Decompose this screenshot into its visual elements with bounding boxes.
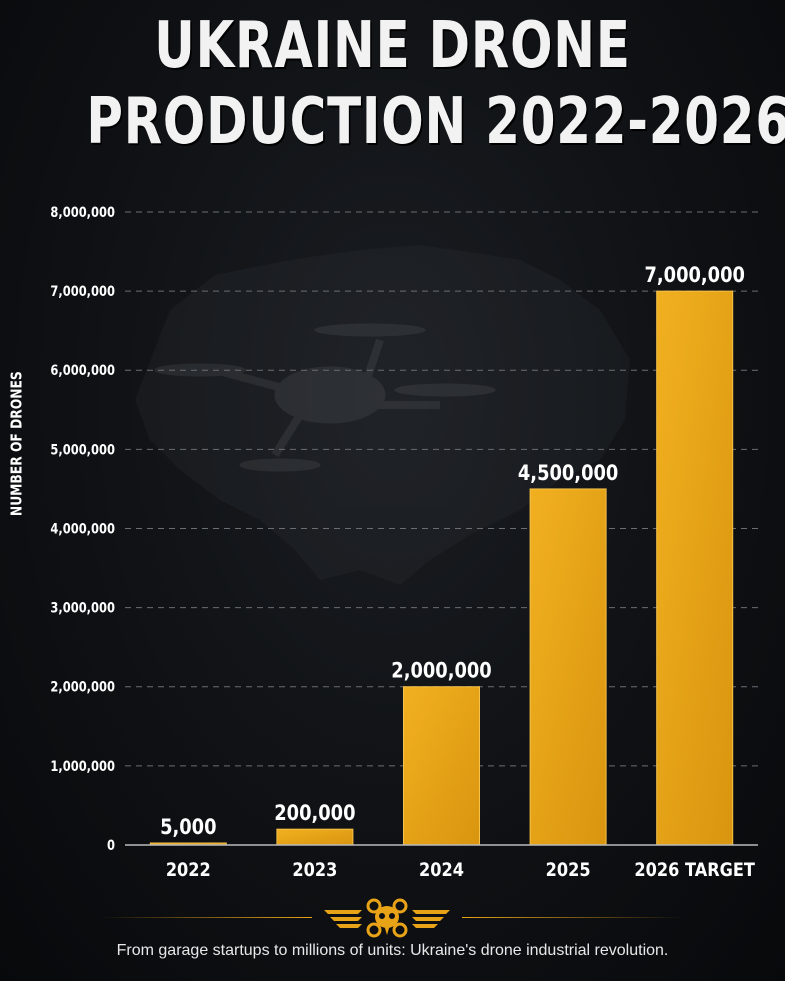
value-label: 200,000 — [274, 801, 355, 826]
x-tick-label: 2023 — [292, 860, 337, 882]
y-tick-label: 8,000,000 — [50, 205, 115, 221]
y-tick-label: 4,000,000 — [50, 521, 115, 537]
value-label: 5,000 — [160, 815, 216, 840]
bars — [149, 290, 734, 846]
y-tick-label: 0 — [107, 838, 115, 854]
bar — [529, 488, 607, 846]
y-tick-label: 7,000,000 — [50, 284, 115, 300]
y-tick-label: 5,000,000 — [50, 442, 115, 458]
x-tick-labels: 2022 2023 2024 2025 2026 TARGET — [166, 860, 755, 882]
y-axis-label-text: NUMBER OF DRONES — [7, 371, 26, 517]
chart-title: UKRAINE DRONE PRODUCTION 2022-2026 — [86, 8, 785, 160]
y-axis-label: NUMBER OF DRONES — [7, 355, 26, 532]
x-tick-label: 2024 — [419, 860, 464, 882]
footer-caption: From garage startups to millions of unit… — [116, 942, 669, 959]
x-tick-label: 2025 — [546, 860, 591, 882]
drone-skull-wings-emblem-icon — [324, 898, 450, 938]
y-tick-labels: 0 1,000,000 2,000,000 3,000,000 4,000,000 5,0… — [50, 205, 115, 854]
bar — [276, 828, 354, 846]
y-tick-label: 2,000,000 — [50, 680, 115, 696]
y-tick-label: 6,000,000 — [50, 363, 115, 379]
value-labels: 5,000 200,000 2,000,000 4,500,000 7,000,000 — [160, 263, 745, 840]
bar-chart: 0 1,000,000 2,000,000 3,000,000 4,000,000 5,0… — [50, 205, 758, 882]
bar — [403, 686, 480, 846]
chart-title-line2: PRODUCTION 2022-2026 — [86, 85, 785, 159]
chart-title-line1: UKRAINE DRONE — [154, 9, 631, 83]
quadcopter-drone-over-ukraine-map-icon — [135, 245, 630, 585]
x-tick-label: 2022 — [166, 860, 211, 882]
y-tick-label: 3,000,000 — [50, 601, 115, 617]
bar — [656, 290, 734, 846]
value-label: 4,500,000 — [518, 461, 618, 486]
value-label: 2,000,000 — [391, 658, 491, 683]
x-tick-label: 2026 TARGET — [634, 860, 755, 882]
divider-left — [100, 917, 312, 918]
value-label: 7,000,000 — [644, 263, 744, 288]
divider-right — [462, 917, 684, 918]
y-tick-label: 1,000,000 — [50, 759, 115, 775]
